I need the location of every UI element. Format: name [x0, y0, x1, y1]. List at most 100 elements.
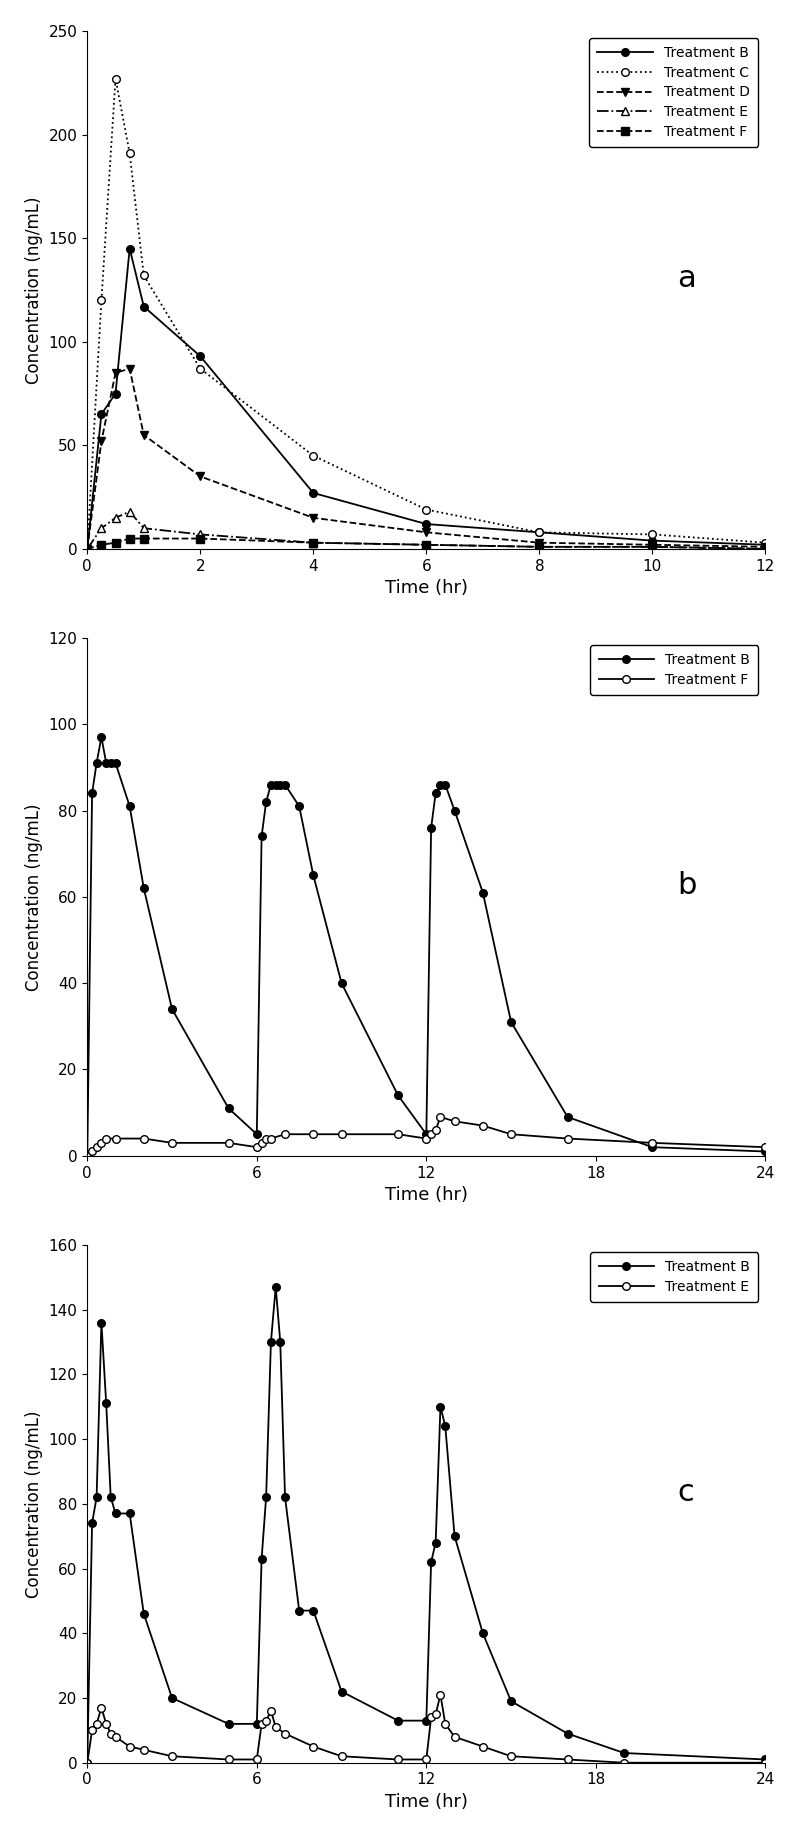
Treatment B	[224, 1713, 234, 1735]
Legend: Treatment B, Treatment C, Treatment D, Treatment E, Treatment F: Treatment B, Treatment C, Treatment D, T…	[589, 39, 758, 147]
Treatment F	[82, 1146, 92, 1168]
Treatment E	[106, 1722, 115, 1744]
Treatment E	[422, 534, 431, 556]
Treatment B	[110, 1502, 120, 1524]
Line: Treatment F: Treatment F	[83, 1113, 769, 1160]
Treatment B	[87, 1513, 97, 1535]
Treatment F	[110, 532, 120, 554]
Treatment F	[309, 532, 318, 554]
Treatment D	[97, 430, 106, 452]
Treatment F	[478, 1114, 488, 1136]
Treatment E	[478, 1735, 488, 1757]
Line: Treatment D: Treatment D	[83, 365, 769, 553]
Treatment E	[431, 1704, 441, 1726]
Treatment F	[110, 1127, 120, 1149]
Treatment E	[102, 1713, 111, 1735]
Treatment E	[271, 1717, 281, 1739]
Treatment C	[534, 521, 544, 543]
Treatment B	[266, 773, 276, 795]
Treatment E	[647, 536, 657, 558]
Treatment F	[167, 1131, 177, 1153]
Line: Treatment F: Treatment F	[83, 534, 769, 553]
Treatment F	[262, 1127, 271, 1149]
Treatment D	[422, 521, 431, 543]
Text: b: b	[678, 870, 697, 900]
Legend: Treatment B, Treatment F: Treatment B, Treatment F	[590, 644, 758, 696]
Treatment B	[224, 1098, 234, 1120]
Treatment B	[110, 753, 120, 775]
Treatment B	[431, 1531, 441, 1553]
Treatment E	[761, 1752, 770, 1774]
Treatment E	[224, 1748, 234, 1770]
Treatment B	[309, 865, 318, 887]
Treatment B	[110, 382, 120, 404]
Treatment E	[97, 1696, 106, 1718]
Treatment B	[647, 1136, 657, 1159]
Treatment B	[82, 538, 92, 560]
Treatment B	[647, 529, 657, 551]
Treatment B	[562, 1722, 572, 1744]
X-axis label: Time (hr): Time (hr)	[385, 578, 468, 597]
Line: Treatment E: Treatment E	[83, 1691, 769, 1766]
Treatment E	[262, 1709, 271, 1731]
Treatment B	[761, 534, 770, 556]
Treatment B	[761, 1140, 770, 1162]
Treatment F	[534, 536, 544, 558]
Treatment F	[280, 1124, 290, 1146]
Treatment D	[82, 538, 92, 560]
Treatment E	[167, 1746, 177, 1768]
Treatment B	[106, 753, 115, 775]
Treatment E	[422, 1748, 431, 1770]
Treatment B	[294, 1599, 304, 1621]
Treatment E	[450, 1726, 459, 1748]
Treatment B	[422, 1124, 431, 1146]
Treatment B	[506, 1691, 516, 1713]
Treatment F	[761, 1136, 770, 1159]
Treatment B	[337, 973, 346, 995]
Treatment B	[125, 795, 134, 817]
Treatment B	[257, 1548, 266, 1570]
Treatment B	[275, 773, 285, 795]
Treatment F	[426, 1124, 436, 1146]
Treatment D	[309, 507, 318, 529]
Treatment D	[195, 465, 205, 487]
Treatment E	[139, 518, 149, 540]
Treatment E	[110, 1726, 120, 1748]
Treatment E	[257, 1713, 266, 1735]
Treatment B	[450, 799, 459, 821]
Treatment B	[92, 753, 102, 775]
Treatment B	[252, 1713, 262, 1735]
Treatment E	[266, 1700, 276, 1722]
Y-axis label: Concentration (ng/mL): Concentration (ng/mL)	[25, 802, 43, 991]
Treatment B	[394, 1709, 403, 1731]
Treatment B	[562, 1105, 572, 1127]
Treatment B	[262, 791, 271, 813]
Treatment F	[562, 1127, 572, 1149]
Treatment B	[337, 1680, 346, 1702]
Treatment B	[534, 521, 544, 543]
Treatment B	[450, 1526, 459, 1548]
Treatment E	[252, 1748, 262, 1770]
Treatment D	[647, 534, 657, 556]
Y-axis label: Concentration (ng/mL): Concentration (ng/mL)	[25, 1410, 43, 1597]
Treatment B	[619, 1742, 629, 1764]
Treatment B	[280, 773, 290, 795]
Treatment D	[139, 424, 149, 446]
Treatment B	[139, 878, 149, 900]
Treatment B	[431, 782, 441, 804]
Treatment B	[125, 1502, 134, 1524]
Treatment B	[506, 1012, 516, 1034]
Treatment B	[294, 795, 304, 817]
Treatment F	[224, 1131, 234, 1153]
Treatment C	[422, 499, 431, 521]
Treatment F	[92, 1136, 102, 1159]
X-axis label: Time (hr): Time (hr)	[385, 1794, 468, 1810]
Treatment E	[534, 536, 544, 558]
Treatment D	[761, 536, 770, 558]
Treatment E	[280, 1722, 290, 1744]
Treatment B	[252, 1124, 262, 1146]
Treatment F	[139, 1127, 149, 1149]
Treatment E	[125, 1735, 134, 1757]
Treatment F	[337, 1124, 346, 1146]
Treatment B	[441, 773, 450, 795]
